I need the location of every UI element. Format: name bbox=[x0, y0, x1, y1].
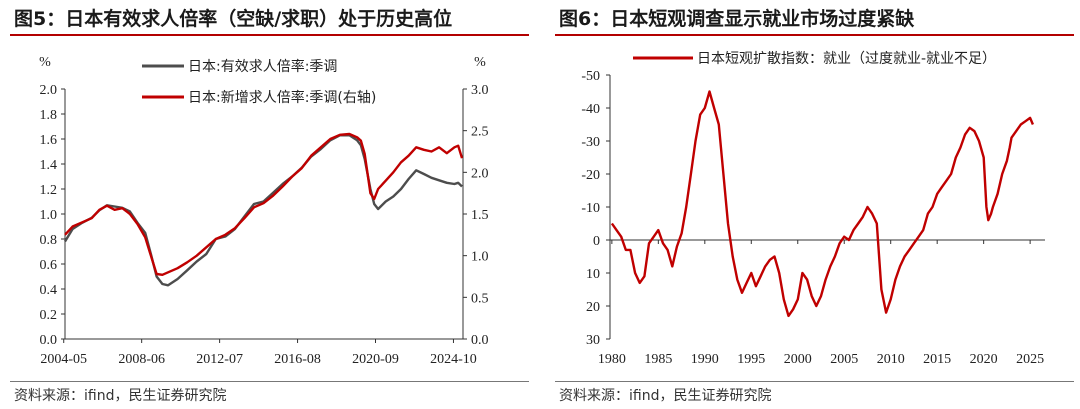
right-chart-title: 图6：日本短观调查显示就业市场过度紧缺 bbox=[559, 8, 915, 30]
legend-label-1: 日本短观扩散指数：就业（过度就业-就业不足） bbox=[697, 51, 996, 67]
y-tick-label: 10 bbox=[586, 267, 600, 282]
right-title-rule bbox=[555, 34, 1074, 36]
left-source-rule bbox=[10, 381, 529, 382]
x-tick-label: 2005 bbox=[830, 352, 858, 367]
y-tick-label-right: 2.5 bbox=[471, 125, 489, 140]
x-tick-label: 1990 bbox=[691, 352, 719, 367]
left-chart-panel: 图5：日本有效求人倍率（空缺/求职）处于历史高位 0.0 0.2 0.4 0.6 0.8… bbox=[0, 0, 535, 409]
y-tick-label-right: 0.0 bbox=[471, 333, 489, 348]
y-tick-label-left: 1.4 bbox=[40, 158, 58, 173]
y-tick-label-right: 0.5 bbox=[471, 291, 489, 306]
y-tick-label-right: 3.0 bbox=[471, 83, 489, 98]
y-tick-label: -40 bbox=[581, 102, 600, 117]
y-tick-label-left: 1.6 bbox=[40, 133, 58, 148]
x-tick-label: 1995 bbox=[737, 352, 765, 367]
x-tick-label: 2015 bbox=[923, 352, 951, 367]
y-tick-label-right: 1.5 bbox=[471, 208, 489, 223]
y-tick-label-right: 1.0 bbox=[471, 250, 489, 265]
y-tick-label-left: 0.4 bbox=[40, 283, 58, 298]
y-tick-label-left: 1.8 bbox=[40, 108, 58, 123]
y-tick-label: 0 bbox=[593, 234, 600, 249]
left-axis-unit: % bbox=[39, 55, 51, 70]
x-tick-label: 2008-06 bbox=[118, 352, 165, 367]
left-chart-svg: 0.0 0.2 0.4 0.6 0.8 1.0 1.2 1.4 1.6 1.8 2.0 0.0 0.5 1… bbox=[39, 55, 489, 367]
y-tick-label-left: 0.2 bbox=[40, 308, 58, 323]
y-tick-label-right: 2.0 bbox=[471, 166, 489, 181]
y-tick-label-left: 1.2 bbox=[40, 183, 58, 198]
legend-label-1: 日本:有效求人倍率:季调 bbox=[188, 58, 337, 75]
series-line-2 bbox=[64, 132, 464, 276]
y-tick-label-left: 1.0 bbox=[40, 208, 58, 223]
y-tick-label: -50 bbox=[581, 69, 600, 84]
right-chart-svg: -50 -40 -30 -20 -10 0 10 20 30 1980 1985 1990 1995 20… bbox=[581, 51, 1045, 367]
x-tick-label: 1985 bbox=[644, 352, 672, 367]
left-chart-title: 图5：日本有效求人倍率（空缺/求职）处于历史高位 bbox=[14, 8, 453, 30]
x-tick-label: 1980 bbox=[598, 352, 626, 367]
right-chart-source: 资料来源：ifind，民生证券研究院 bbox=[559, 388, 772, 404]
y-tick-label: 30 bbox=[586, 333, 600, 348]
x-tick-label: 2000 bbox=[784, 352, 812, 367]
x-tick-label: 2024-10 bbox=[430, 352, 477, 367]
x-tick-label: 2010 bbox=[877, 352, 905, 367]
series-line-1 bbox=[610, 90, 1035, 318]
y-tick-label-left: 2.0 bbox=[40, 83, 58, 98]
y-tick-label: -20 bbox=[581, 168, 600, 183]
x-tick-label: 2012-07 bbox=[196, 352, 243, 367]
y-tick-label: 20 bbox=[586, 300, 600, 315]
right-source-rule bbox=[555, 381, 1074, 382]
y-tick-label: -30 bbox=[581, 135, 600, 150]
y-tick-label-left: 0.0 bbox=[40, 333, 58, 348]
right-axis-unit: % bbox=[474, 55, 486, 70]
left-chart-source: 资料来源：ifind，民生证券研究院 bbox=[14, 388, 227, 404]
left-title-rule bbox=[10, 34, 529, 36]
legend-label-2: 日本:新增求人倍率:季调(右轴) bbox=[188, 89, 376, 106]
right-chart-panel: 图6：日本短观调查显示就业市场过度紧缺 -50 -40 -30 -20 -10 0 10 20… bbox=[545, 0, 1080, 409]
y-tick-label-left: 0.8 bbox=[40, 233, 58, 248]
x-tick-label: 2004-05 bbox=[40, 352, 87, 367]
x-tick-label: 2020 bbox=[970, 352, 998, 367]
y-tick-label-left: 0.6 bbox=[40, 258, 58, 273]
x-tick-label: 2025 bbox=[1016, 352, 1044, 367]
x-tick-label: 2020-09 bbox=[352, 352, 399, 367]
x-tick-label: 2016-08 bbox=[274, 352, 321, 367]
y-tick-label: -10 bbox=[581, 201, 600, 216]
